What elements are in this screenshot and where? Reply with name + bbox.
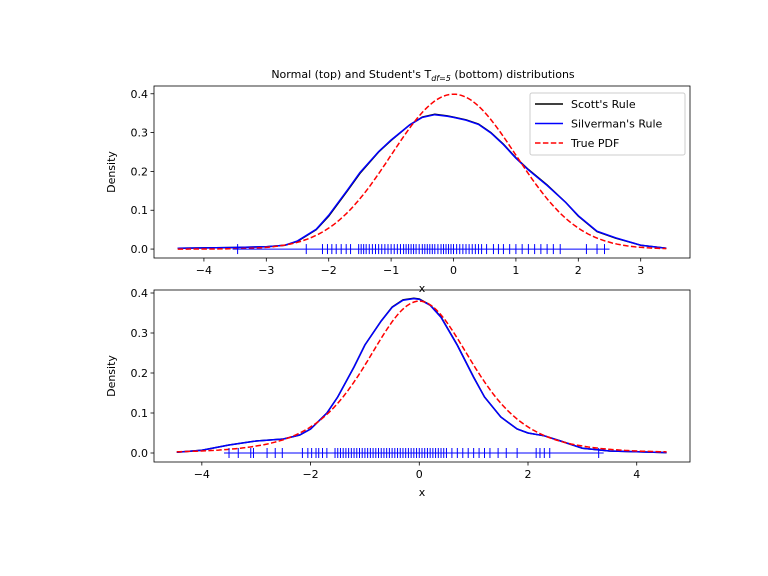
x-tick-label: 0 [450,264,457,277]
y-axis-label: Density [105,355,118,397]
y-tick-label: 0.4 [131,88,149,101]
legend-label: True PDF [570,137,619,150]
y-tick-label: 0.1 [131,204,149,217]
y-tick-label: 0.2 [131,367,149,380]
x-tick-label: 2 [575,264,582,277]
y-axis-label: Density [105,151,118,193]
y-tick-label: 0.3 [131,127,149,140]
x-tick-label: 4 [633,468,640,481]
x-tick-label: 0 [416,468,423,481]
y-tick-label: 0.0 [131,447,149,460]
x-tick-label: −3 [258,264,274,277]
top-axes: −4 −3 −2 −1 0 1 2 3 0.0 0.1 0.2 0.3 0.4 x Density Scott… [105,85,691,295]
legend-label: Scott's Rule [571,98,636,111]
y-tick-label: 0.3 [131,327,149,340]
x-axis-label: x [419,486,426,499]
x-tick-label: −2 [321,264,337,277]
x-tick-label: −4 [194,468,210,481]
y-tick-label: 0.4 [131,287,149,300]
x-tick-label: 1 [512,264,519,277]
bottom-axes: −4 −2 0 2 4 0.0 0.1 0.2 0.3 0.4 x Density [105,287,691,499]
x-tick-label: 2 [525,468,532,481]
series-line-true-pdf [176,300,667,453]
x-tick-label: −2 [302,468,318,481]
x-axis-label: x [419,282,426,295]
axes-frame [153,85,691,259]
legend-box [529,92,686,156]
series-line-true-pdf [177,93,667,250]
y-tick-label: 0.0 [131,243,149,256]
x-tick-label: −1 [383,264,399,277]
y-tick-label: 0.2 [131,165,149,178]
x-tick-label: −4 [196,264,212,277]
plot-area [177,93,667,255]
x-tick-label: 3 [637,264,644,277]
series-line-silverman-s-rule [177,113,667,250]
chart-title: Normal (top) and Student's Tdf=5 (bottom… [271,68,575,83]
legend: Scott's Rule Silverman's Rule True PDF [529,92,686,156]
axes-frame [153,289,691,463]
y-tick-label: 0.1 [131,407,149,420]
legend-label: Silverman's Rule [571,118,663,131]
plot-area [176,297,667,458]
